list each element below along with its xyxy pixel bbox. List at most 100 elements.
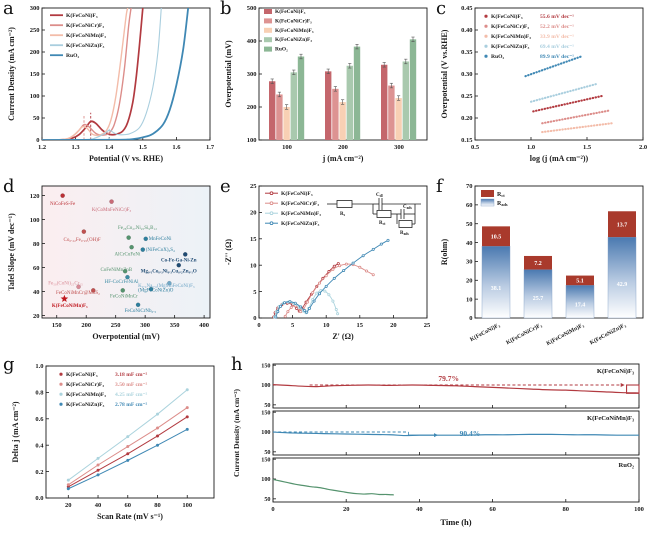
svg-text:NiCoFeS-Fe: NiCoFeS-Fe: [50, 202, 76, 207]
svg-text:1.4: 1.4: [105, 144, 114, 151]
svg-text:38.1: 38.1: [491, 286, 502, 292]
svg-text:400: 400: [247, 38, 257, 45]
svg-text:10: 10: [466, 296, 473, 303]
svg-text:25: 25: [250, 183, 257, 190]
svg-text:0.2: 0.2: [35, 469, 43, 476]
svg-text:K(FeCoNiMn)F₃: K(FeCoNiMn)F₃: [275, 27, 314, 34]
svg-text:RuO₂: RuO₂: [66, 53, 80, 59]
svg-text:100: 100: [261, 429, 270, 436]
panel-d: d 150 200 250 300 350 400 20 40 60 80 100 120 Overpo…: [0, 176, 217, 356]
panel-c: c 0.5 1.0 1.5 2.0 0.15 0.20 0.25 0.30 0.35 0.40 0.…: [433, 0, 650, 178]
svg-text:Scan Rate (mV s⁻¹): Scan Rate (mV s⁻¹): [97, 512, 163, 521]
svg-text:K(FeCoNiCr)F₃: K(FeCoNiCr)F₃: [281, 200, 319, 207]
svg-text:Mg₀.₁Co₀.₃Ni₀.₃Cu₀.₂Zn₀.₁O: Mg₀.₁Co₀.₃Ni₀.₃Cu₀.₂Zn₀.₁O: [141, 269, 197, 274]
svg-text:25.7: 25.7: [533, 296, 544, 302]
svg-text:Co₀.₂₂Fe₀.₂₅(OH)F: Co₀.₂₂Fe₀.₂₅(OH)F: [64, 238, 101, 243]
svg-text:100: 100: [30, 93, 40, 100]
panel-g-label: g: [3, 354, 15, 375]
svg-text:0.30: 0.30: [461, 71, 472, 78]
svg-text:K(FeCoNi)F₃: K(FeCoNi)F₃: [597, 368, 634, 375]
svg-text:Fe₂₈Co₂₇Ni₂₅Si₉B₁₂: Fe₂₈Co₂₇Ni₂₅Si₉B₁₂: [118, 226, 157, 231]
svg-text:Z' (Ω): Z' (Ω): [332, 332, 354, 341]
svg-text:300: 300: [247, 71, 257, 78]
svg-text:40: 40: [33, 289, 40, 296]
svg-text:Rct: Rct: [379, 221, 386, 226]
svg-text:K(FeCoNiZn)F₃: K(FeCoNiZn)F₃: [281, 220, 320, 227]
svg-text:60: 60: [125, 502, 132, 509]
svg-text:K(FeCoNiZn)F₃: K(FeCoNiZn)F₃: [491, 43, 530, 50]
svg-text:0.5: 0.5: [471, 144, 480, 151]
svg-text:K(FeCoNiCr)F₃: K(FeCoNiCr)F₃: [491, 23, 529, 30]
svg-text:33.9 mV dec⁻¹: 33.9 mV dec⁻¹: [540, 34, 574, 40]
svg-text:R(ohm): R(ohm): [440, 239, 449, 266]
svg-text:Rct: Rct: [497, 192, 505, 198]
svg-text:0.35: 0.35: [461, 49, 473, 56]
svg-text:Potential (V vs. RHE): Potential (V vs. RHE): [89, 154, 163, 163]
panel-e-chart: 0 5 10 15 20 25 0 5 10 15 20 25 Z' (Ω) -Z'' (Ω) K(FeCo…: [224, 183, 431, 341]
svg-text:200: 200: [30, 49, 40, 56]
svg-text:K₀.₄Na₀.₆(MgMnFeCoNi)F₃: K₀.₄Na₀.₆(MgMnFeCoNi)F₃: [138, 284, 195, 289]
svg-text:80: 80: [33, 241, 40, 248]
svg-text:K(FeCoNi)F₃: K(FeCoNi)F₃: [66, 12, 98, 19]
panel-b: b 100 200 300 400 500 j (mA cm⁻²) Overpotentia…: [217, 0, 434, 178]
svg-text:60: 60: [489, 506, 496, 513]
svg-text:17.4: 17.4: [575, 302, 586, 308]
svg-text:3.18 mF cm⁻²: 3.18 mF cm⁻²: [115, 372, 148, 378]
panel-e: e 0 5 10 15 20 25 0 5 10 15 20 25 Z' (Ω) -Z'' (Ω) K(Fe…: [217, 176, 434, 356]
panel-b-label: b: [220, 0, 232, 19]
svg-text:K(FeCoNiMn)F₃: K(FeCoNiMn)F₃: [66, 391, 106, 398]
svg-text:25: 25: [424, 322, 431, 329]
svg-text:60: 60: [33, 265, 40, 272]
svg-text:200: 200: [247, 104, 257, 111]
svg-text:(NiFeCoX)₃S₄: (NiFeCoX)₃S₄: [146, 248, 175, 253]
svg-text:Rads: Rads: [400, 231, 409, 236]
panel-g-chart: 20 40 60 80 100 0.0 0.2 0.4 0.6 0.8 1.0 Scan Rate (…: [11, 363, 215, 521]
svg-text:Rs: Rs: [340, 212, 346, 217]
svg-text:CoFeNiMnZnB: CoFeNiMnZnB: [100, 268, 132, 273]
svg-text:150: 150: [261, 362, 270, 369]
svg-text:350: 350: [170, 322, 180, 329]
svg-text:K(FeCoNi)F₃: K(FeCoNi)F₃: [281, 190, 313, 197]
svg-text:5: 5: [253, 289, 257, 296]
svg-text:80: 80: [154, 502, 161, 509]
panel-b-chart: 100 200 300 400 500 j (mA cm⁻²) Overpotential …: [224, 5, 428, 163]
svg-text:20: 20: [65, 502, 72, 509]
svg-text:200: 200: [81, 322, 91, 329]
svg-text:7.2: 7.2: [534, 261, 542, 267]
svg-text:52.2 mV dec⁻¹: 52.2 mV dec⁻¹: [540, 24, 574, 30]
svg-text:0.8: 0.8: [35, 390, 44, 397]
svg-text:RuO₂: RuO₂: [275, 47, 288, 53]
svg-text:20: 20: [33, 313, 40, 320]
svg-text:40: 40: [466, 240, 473, 247]
panel-g: g 20 40 60 80 100 0.0 0.2 0.4 0.6 0.8 1.0 Scan Rate…: [0, 354, 225, 537]
panel-e-label: e: [220, 176, 231, 197]
svg-text:10.5: 10.5: [491, 234, 502, 240]
svg-text:0.40: 0.40: [461, 27, 472, 34]
svg-text:K(FeCoNi)F₃: K(FeCoNi)F₃: [491, 13, 523, 20]
svg-text:100: 100: [634, 506, 644, 513]
panel-a-chart: 1.2 1.3 1.4 1.5 1.6 1.7 0 50 100 150 200 250 300 Pote…: [7, 5, 215, 163]
svg-text:0.45: 0.45: [461, 5, 473, 12]
svg-text:42.9: 42.9: [617, 282, 628, 288]
svg-text:K(FeCoNiCr)F₃: K(FeCoNiCr)F₃: [275, 17, 312, 24]
svg-text:20: 20: [390, 322, 397, 329]
svg-text:-Z'' (Ω): -Z'' (Ω): [224, 239, 233, 266]
svg-text:Current Density (mA cm⁻²): Current Density (mA cm⁻²): [232, 389, 241, 477]
panel-d-label: d: [3, 176, 15, 197]
svg-text:10: 10: [323, 322, 330, 329]
panel-f: f 0 10 20 30 40 50 60 70 R(ohm) 10.5 38.1 K(FeCoNi)…: [433, 176, 650, 356]
panel-d-chart: 150 200 250 300 350 400 20 40 60 80 100 120 Overpote…: [7, 185, 211, 341]
svg-text:K(CoMnFeNiCr)F₃: K(CoMnFeNiCr)F₃: [92, 208, 132, 213]
svg-text:0: 0: [271, 506, 274, 513]
svg-text:1.7: 1.7: [206, 144, 215, 151]
svg-text:Cads: Cads: [403, 205, 412, 210]
svg-text:30: 30: [466, 259, 473, 266]
svg-text:K(FeCoNiMn)F₃: K(FeCoNiMn)F₃: [545, 321, 585, 347]
svg-text:K(FeCoNiMn)F₃: K(FeCoNiMn)F₃: [491, 33, 531, 40]
svg-text:2.0: 2.0: [639, 144, 647, 151]
svg-text:79.7%: 79.7%: [438, 374, 459, 383]
svg-text:0: 0: [257, 322, 260, 329]
svg-text:150: 150: [261, 409, 270, 416]
svg-text:(MgFeCoNiZn)O: (MgFeCoNiZn)O: [138, 289, 174, 294]
